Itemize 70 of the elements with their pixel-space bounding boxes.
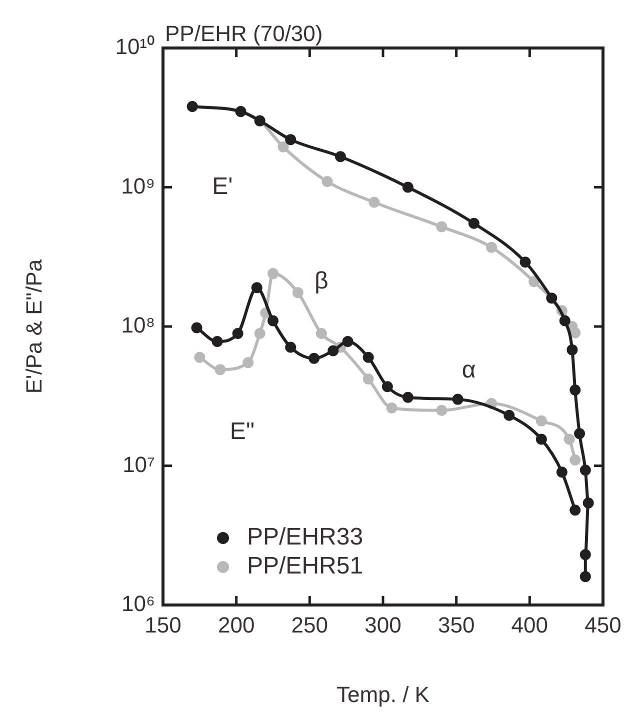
point (468, 218, 480, 229)
legend-label: PP/EHR51 (247, 552, 364, 580)
point (580, 464, 591, 476)
point (559, 315, 570, 326)
point (334, 151, 346, 162)
legend-label: PP/EHR33 (247, 524, 364, 551)
point (570, 384, 581, 396)
point (486, 242, 498, 253)
point (436, 404, 448, 416)
point (504, 410, 515, 421)
point (251, 282, 262, 294)
point (268, 315, 278, 326)
point (191, 322, 202, 334)
y-tick-label: 10⁷ (122, 452, 156, 477)
x-tick-label: 250 (291, 612, 328, 638)
point (368, 196, 380, 208)
point (546, 292, 558, 304)
point (214, 364, 226, 376)
point (520, 256, 531, 268)
point (528, 276, 540, 288)
point (574, 428, 586, 440)
point (566, 344, 578, 356)
chart-title: PP/EHR (70/30) (165, 21, 323, 46)
x-tick-label: 400 (511, 612, 548, 638)
x-tick-label: 200 (218, 612, 255, 638)
point (212, 336, 223, 348)
point (536, 434, 547, 445)
point (580, 549, 591, 560)
point (232, 328, 244, 340)
point (580, 571, 591, 582)
y-tick-label: 10⁹ (121, 173, 155, 198)
point (194, 352, 206, 363)
point (328, 345, 339, 356)
point (570, 454, 581, 466)
point (582, 498, 594, 509)
annotation: α (462, 356, 476, 384)
point (292, 287, 304, 298)
point (402, 392, 414, 403)
annotation: β (314, 268, 328, 295)
point (285, 342, 296, 353)
point (322, 176, 333, 187)
point (362, 373, 374, 384)
point (308, 352, 320, 364)
x-tick-label: 450 (584, 612, 622, 638)
point (254, 328, 266, 340)
x-tick-label: 350 (438, 612, 475, 638)
y-tick-label: 10¹⁰ (115, 34, 155, 60)
point (242, 357, 254, 368)
x-axis-title: Temp. / K (336, 682, 430, 707)
point (278, 141, 289, 152)
point (436, 221, 448, 232)
annotation: E' (212, 172, 233, 200)
point (382, 381, 393, 392)
point (570, 327, 581, 338)
point (268, 268, 278, 280)
point (564, 434, 575, 445)
annotation: E" (230, 418, 254, 445)
point (342, 336, 354, 348)
point (285, 134, 296, 146)
y-axis-title: E'/Pa & E"/Pa (21, 258, 46, 394)
point (362, 352, 374, 363)
point (452, 394, 464, 405)
x-tick-label: 300 (364, 612, 402, 638)
point (386, 402, 398, 414)
point (536, 415, 547, 426)
point (570, 504, 581, 516)
y-tick-label: 10⁸ (121, 312, 155, 338)
point (556, 466, 568, 478)
point (402, 182, 414, 193)
point (316, 328, 327, 340)
